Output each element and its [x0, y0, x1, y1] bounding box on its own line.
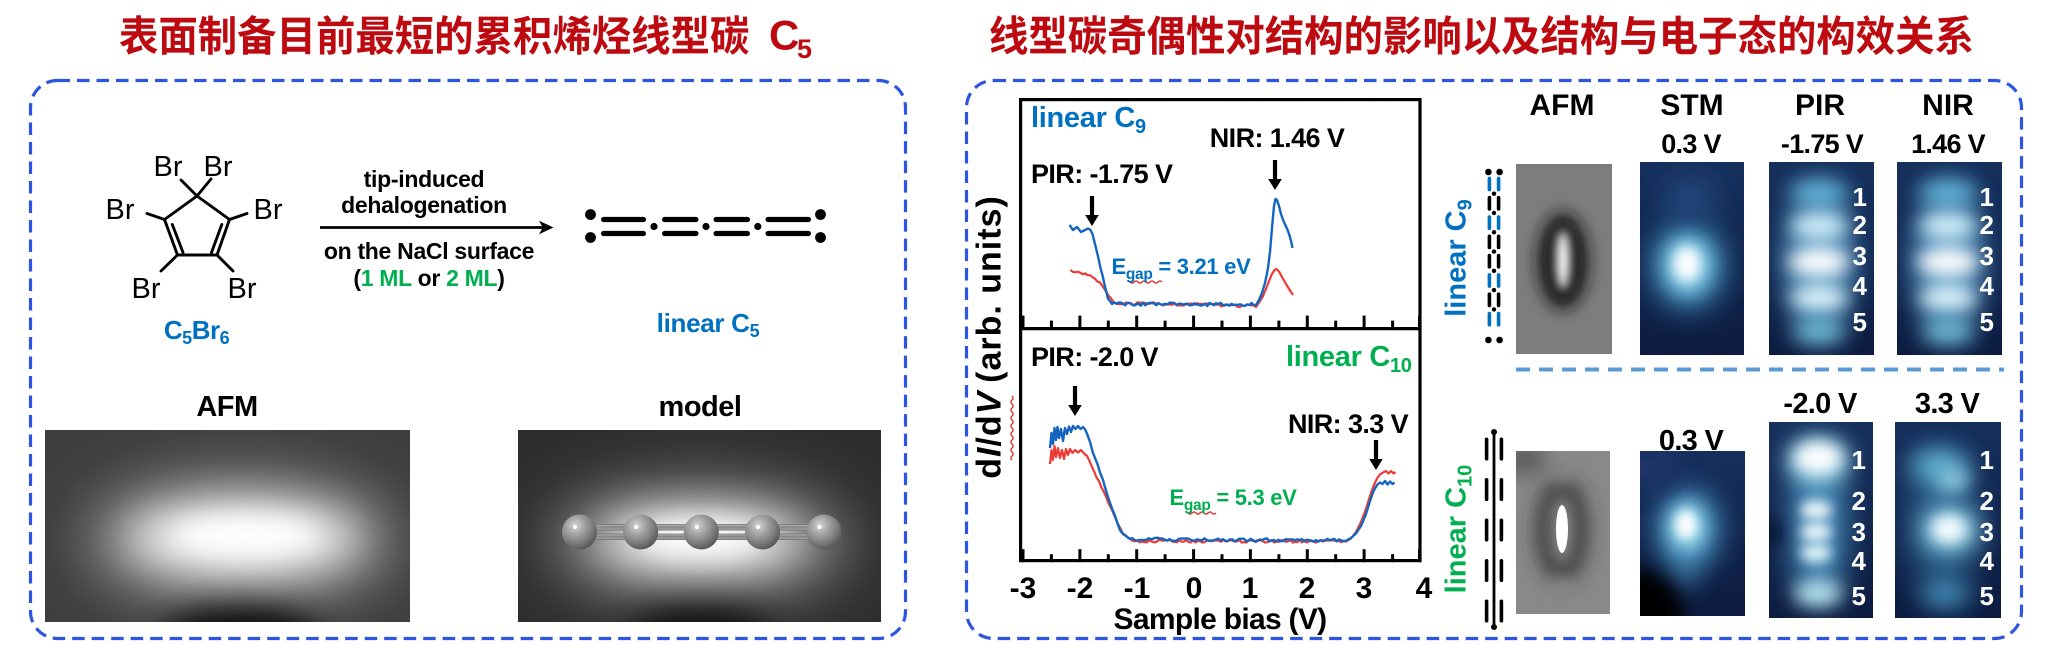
svg-text:C: C	[769, 12, 799, 59]
svg-text:Br: Br	[132, 273, 161, 305]
svg-text:Br: Br	[154, 151, 183, 183]
svg-text:Br: Br	[254, 194, 283, 226]
svg-text:Br: Br	[228, 273, 257, 305]
svg-text:Br: Br	[204, 151, 233, 183]
svg-text:Br: Br	[106, 194, 135, 226]
svg-text:5: 5	[797, 34, 812, 64]
